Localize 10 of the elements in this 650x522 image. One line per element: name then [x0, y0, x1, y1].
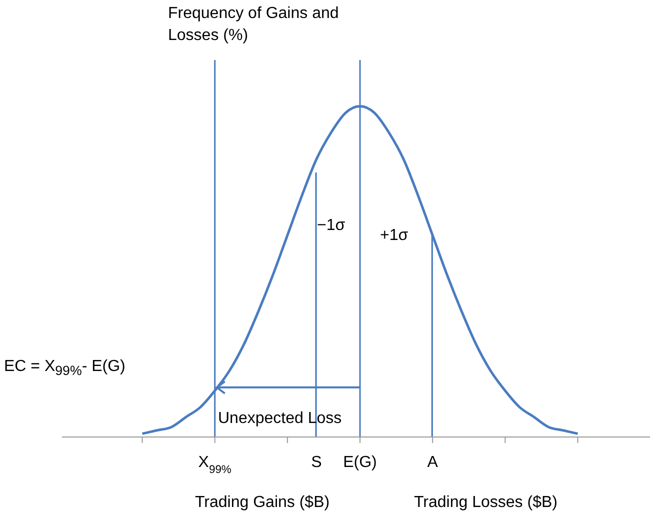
x-tick-label: S	[311, 454, 322, 471]
text: EC = X$_{99%}$- E(G)	[4, 358, 126, 378]
x-tick-label: E(G)	[343, 454, 377, 471]
x-tick-label: A	[427, 454, 438, 471]
x-axis-title: Trading Gains ($B)	[195, 494, 330, 511]
y-axis-title: Frequency of Gains and Losses (%)	[168, 4, 340, 46]
annotation: +1σ	[380, 227, 408, 244]
annotation: −1σ	[317, 217, 346, 234]
text: Trading Losses ($B)	[414, 494, 558, 511]
x-tick-label: X$_{99%}$	[198, 454, 232, 476]
